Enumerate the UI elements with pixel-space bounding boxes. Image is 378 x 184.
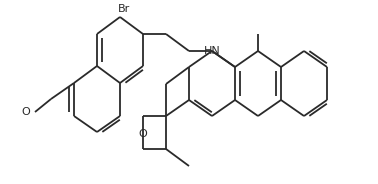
Text: O: O	[21, 107, 30, 117]
Text: HN: HN	[204, 46, 221, 56]
Text: Br: Br	[118, 4, 130, 14]
Text: O: O	[138, 129, 147, 139]
